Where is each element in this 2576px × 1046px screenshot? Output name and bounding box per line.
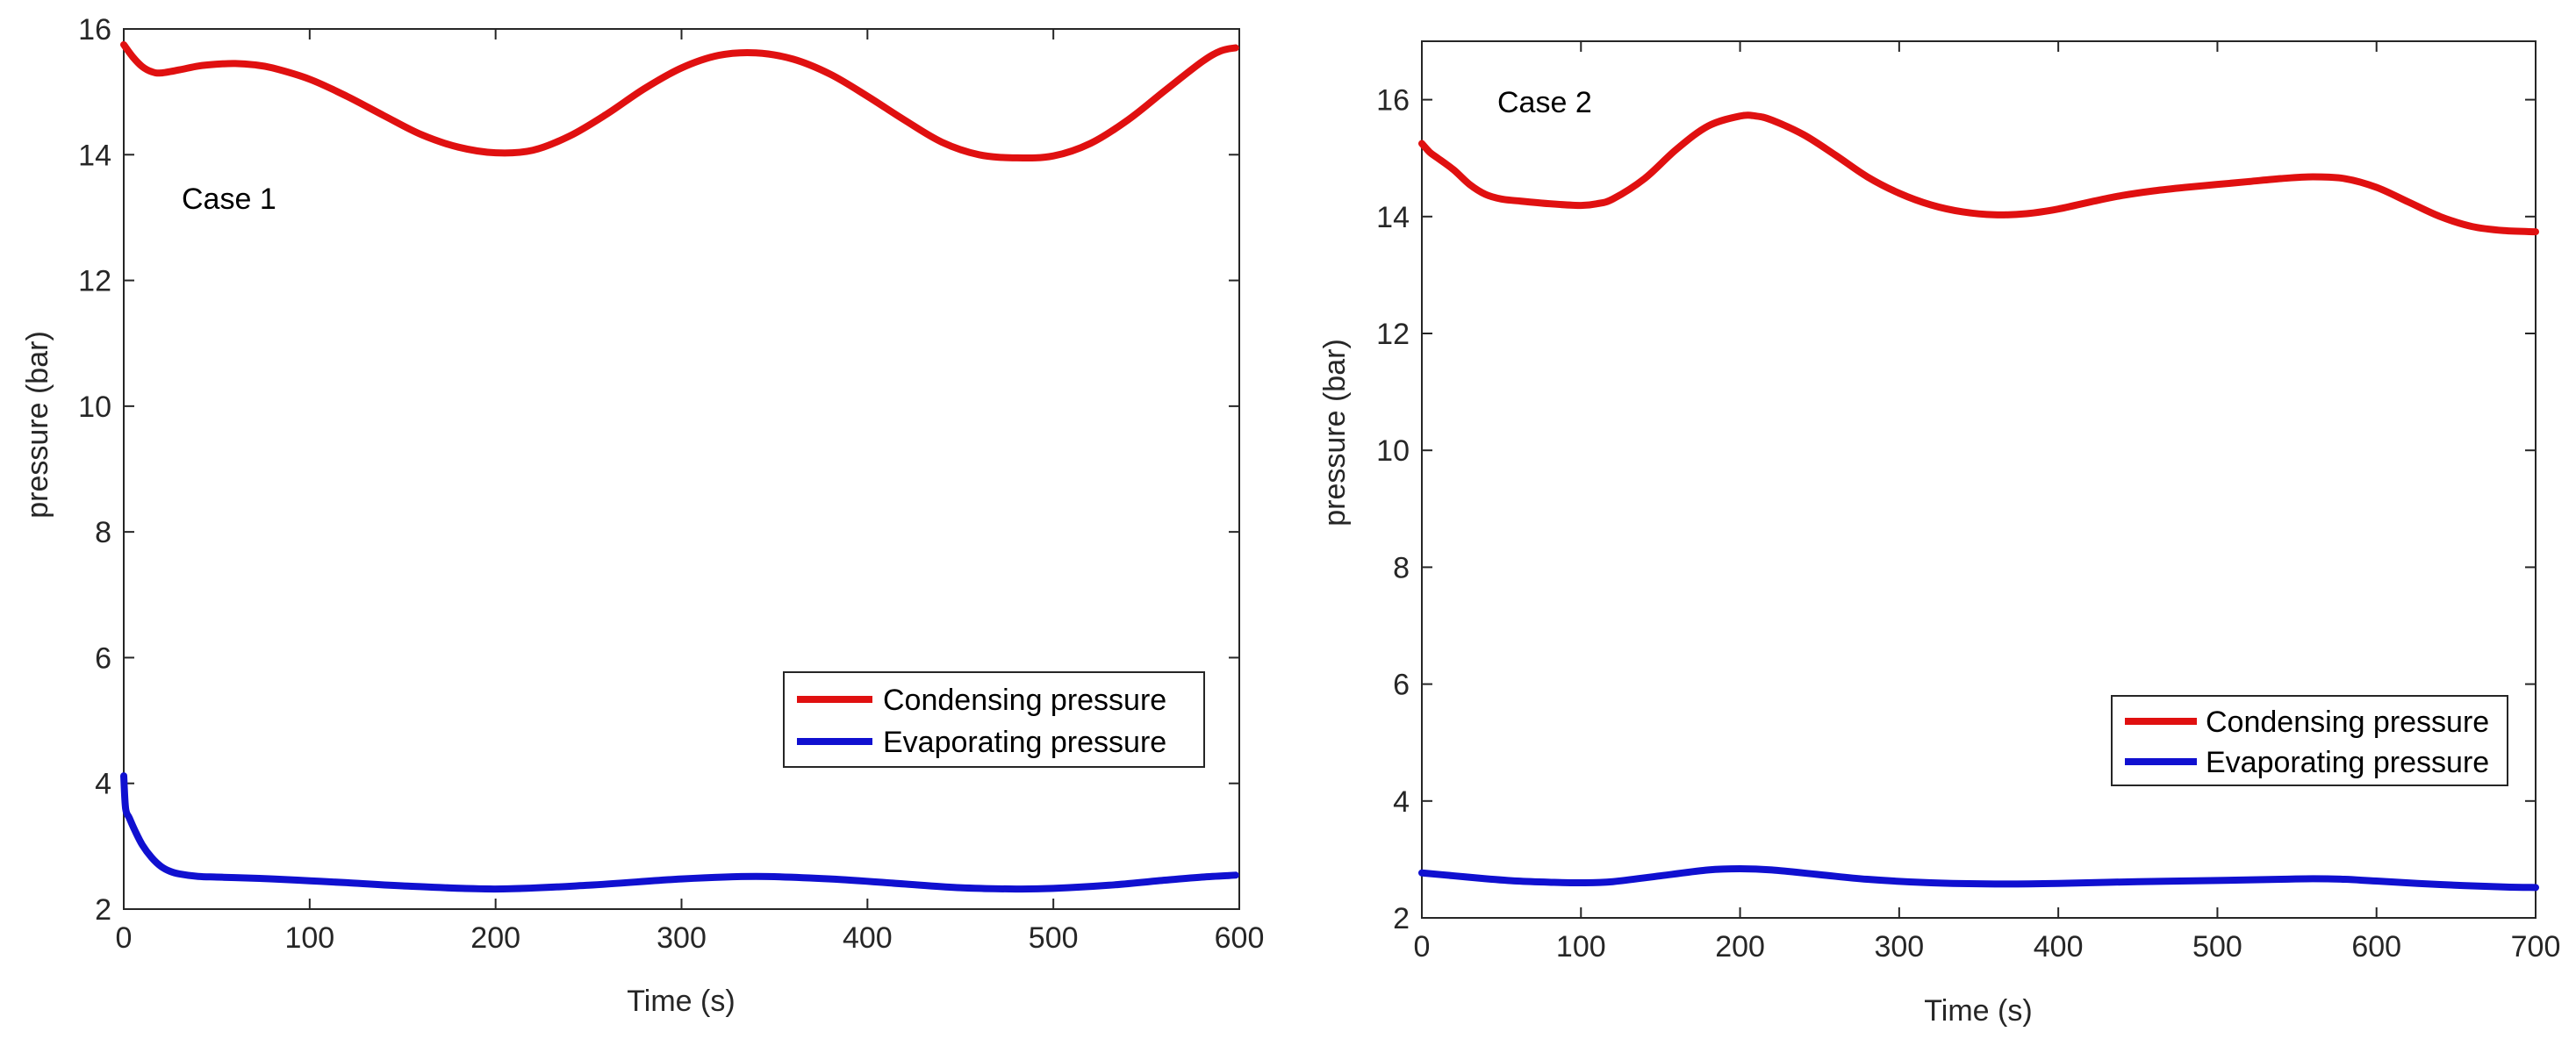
x-tick-label: 400 [2034, 930, 2084, 964]
x-tick-label: 300 [657, 921, 707, 955]
legend-label-evaporating: Evaporating pressure [2206, 746, 2489, 779]
y-tick-label: 16 [78, 13, 111, 47]
x-tick-label: 0 [116, 921, 133, 955]
y-axis-label: pressure (bar) [21, 331, 54, 519]
y-tick-label: 14 [1376, 201, 1410, 234]
x-axis-label: Time (s) [627, 985, 735, 1018]
legend-label-evaporating: Evaporating pressure [883, 726, 1166, 759]
y-tick-label: 8 [95, 516, 111, 549]
x-tick-label: 700 [2511, 930, 2561, 964]
chart-case-2: 0 100 200 300 400 500 600 700 2 4 6 8 10 12 14 16 Case… [1318, 40, 2561, 1028]
y-tick-label: 4 [1393, 785, 1410, 819]
legend: Condensing pressure Evaporating pressure [2111, 695, 2508, 786]
evaporating-pressure-line [120, 772, 1239, 893]
x-tick-labels: 0 100 200 300 400 500 600 700 [1414, 930, 2561, 964]
x-tick-label: 300 [1874, 930, 1924, 964]
legend-box [2111, 695, 2508, 786]
y-tick-label: 8 [1393, 551, 1410, 584]
series-lines [1418, 111, 2539, 892]
x-tick-labels: 0 100 200 300 400 500 600 [116, 921, 1265, 955]
x-tick-label: 600 [2351, 930, 2401, 964]
evaporating-pressure-line [1418, 865, 2539, 892]
legend-label-condensing: Condensing pressure [2206, 706, 2489, 739]
x-tick-label: 200 [470, 921, 520, 955]
tick-marks [1421, 41, 2537, 919]
x-tick-label: 0 [1414, 930, 1431, 964]
x-tick-label: 500 [1029, 921, 1079, 955]
annotation-text: Case 2 [1497, 86, 1592, 119]
x-axis-label: Time (s) [1924, 994, 2032, 1028]
y-tick-label: 12 [78, 265, 111, 298]
y-tick-label: 14 [78, 139, 111, 172]
condensing-pressure-line [120, 40, 1239, 162]
y-tick-labels: 2 4 6 8 10 12 14 16 [78, 13, 111, 927]
x-tick-label: 200 [1715, 930, 1765, 964]
y-tick-label: 2 [95, 893, 111, 927]
legend: Condensing pressure Evaporating pressure [783, 671, 1205, 768]
y-tick-label: 6 [1393, 669, 1410, 702]
x-tick-label: 600 [1215, 921, 1265, 955]
y-axis-label: pressure (bar) [1318, 339, 1352, 527]
y-tick-label: 10 [1376, 434, 1410, 468]
y-tick-labels: 2 4 6 8 10 12 14 16 [1376, 84, 1410, 935]
condensing-pressure-line [1418, 111, 2539, 236]
x-tick-label: 100 [284, 921, 334, 955]
annotation-text: Case 1 [182, 183, 276, 216]
legend-label-condensing: Condensing pressure [883, 684, 1166, 717]
y-tick-label: 6 [95, 641, 111, 675]
series-lines [120, 40, 1239, 893]
x-tick-label: 500 [2192, 930, 2242, 964]
y-tick-label: 4 [95, 768, 111, 801]
axes-box [1421, 40, 2537, 919]
x-tick-label: 400 [843, 921, 893, 955]
y-tick-label: 10 [78, 390, 111, 424]
x-tick-label: 100 [1556, 930, 1606, 964]
legend-box [783, 671, 1205, 768]
y-tick-label: 12 [1376, 318, 1410, 351]
y-tick-label: 16 [1376, 84, 1410, 118]
y-tick-label: 2 [1393, 902, 1410, 935]
